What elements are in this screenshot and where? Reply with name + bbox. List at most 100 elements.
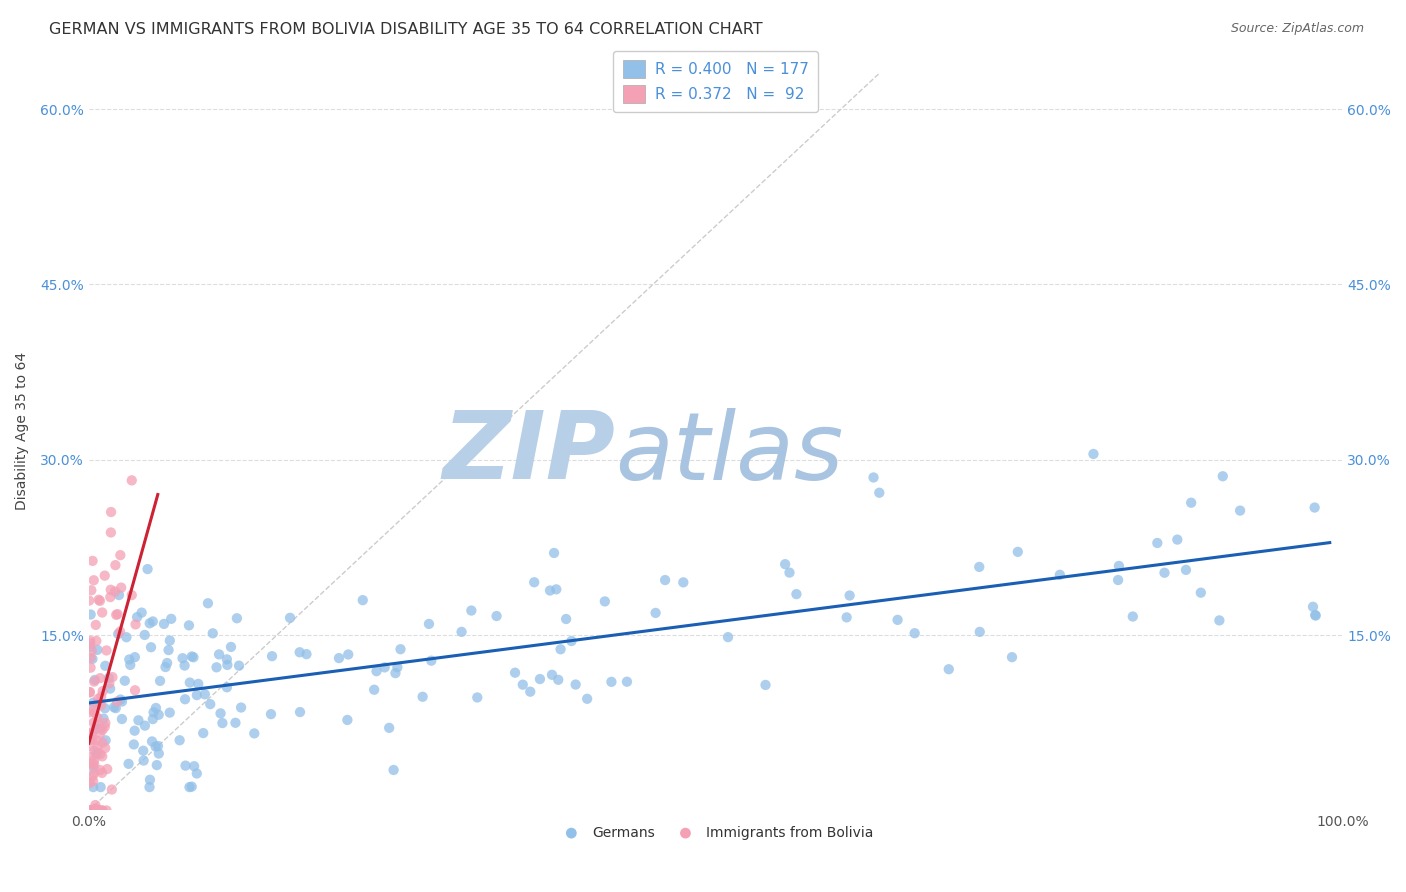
Point — [91, 804, 114, 818]
Point — [132, 744, 155, 758]
Point — [103, 700, 125, 714]
Point — [1305, 608, 1327, 623]
Point — [77, 726, 100, 740]
Point — [1049, 567, 1071, 582]
Point — [84, 798, 107, 813]
Point — [336, 713, 359, 727]
Point — [79, 685, 101, 699]
Point — [1189, 585, 1212, 599]
Point — [186, 688, 208, 702]
Point — [174, 758, 197, 772]
Point — [91, 606, 114, 620]
Point — [644, 606, 666, 620]
Point — [374, 660, 396, 674]
Text: GERMAN VS IMMIGRANTS FROM BOLIVIA DISABILITY AGE 35 TO 64 CORRELATION CHART: GERMAN VS IMMIGRANTS FROM BOLIVIA DISABI… — [49, 22, 763, 37]
Point — [387, 660, 409, 674]
Text: ZIP: ZIP — [443, 408, 616, 500]
Point — [138, 616, 160, 631]
Point — [96, 643, 118, 657]
Point — [100, 505, 122, 519]
Point — [83, 766, 105, 780]
Point — [80, 583, 103, 598]
Point — [115, 630, 138, 644]
Point — [485, 609, 508, 624]
Point — [108, 588, 131, 602]
Point — [89, 747, 111, 761]
Point — [82, 769, 104, 783]
Point — [132, 754, 155, 768]
Point — [82, 757, 104, 772]
Point — [96, 804, 118, 818]
Point — [79, 776, 101, 790]
Point — [90, 780, 112, 794]
Point — [148, 747, 170, 761]
Point — [967, 560, 990, 574]
Point — [86, 739, 108, 754]
Point — [159, 706, 181, 720]
Point — [80, 702, 103, 716]
Point — [100, 525, 122, 540]
Text: atlas: atlas — [616, 408, 844, 499]
Point — [547, 673, 569, 687]
Point — [157, 643, 180, 657]
Point — [156, 656, 179, 670]
Point — [83, 744, 105, 758]
Point — [131, 606, 153, 620]
Point — [194, 687, 217, 701]
Point — [1001, 650, 1024, 665]
Point — [1166, 533, 1188, 547]
Point — [159, 633, 181, 648]
Point — [200, 697, 222, 711]
Point — [886, 613, 908, 627]
Point — [125, 610, 148, 624]
Point — [779, 566, 801, 580]
Point — [82, 696, 104, 710]
Point — [139, 772, 162, 787]
Point — [197, 596, 219, 610]
Point — [77, 593, 100, 607]
Point — [83, 706, 105, 720]
Point — [114, 673, 136, 688]
Point — [80, 804, 103, 818]
Point — [785, 587, 807, 601]
Point — [79, 804, 101, 818]
Point — [208, 648, 231, 662]
Point — [146, 758, 169, 772]
Point — [86, 746, 108, 760]
Point — [101, 670, 124, 684]
Point — [295, 647, 318, 661]
Point — [91, 723, 114, 737]
Point — [86, 718, 108, 732]
Point — [83, 757, 105, 772]
Point — [460, 603, 482, 617]
Point — [904, 626, 927, 640]
Point — [229, 700, 252, 714]
Point — [82, 760, 104, 774]
Point — [179, 780, 201, 794]
Point — [121, 474, 143, 488]
Legend: Germans, Immigrants from Bolivia: Germans, Immigrants from Bolivia — [553, 821, 879, 846]
Point — [1303, 500, 1326, 515]
Point — [868, 485, 890, 500]
Point — [186, 766, 208, 780]
Point — [187, 677, 209, 691]
Point — [389, 642, 412, 657]
Point — [600, 674, 623, 689]
Point — [225, 611, 247, 625]
Point — [124, 723, 146, 738]
Point — [1212, 469, 1234, 483]
Point — [79, 640, 101, 654]
Point — [91, 804, 114, 818]
Point — [82, 804, 104, 818]
Point — [98, 681, 121, 696]
Point — [141, 734, 163, 748]
Point — [288, 705, 311, 719]
Point — [278, 611, 301, 625]
Point — [136, 562, 159, 576]
Point — [180, 780, 202, 794]
Point — [541, 668, 564, 682]
Point — [503, 665, 526, 680]
Point — [84, 634, 107, 648]
Point — [160, 612, 183, 626]
Point — [90, 698, 112, 713]
